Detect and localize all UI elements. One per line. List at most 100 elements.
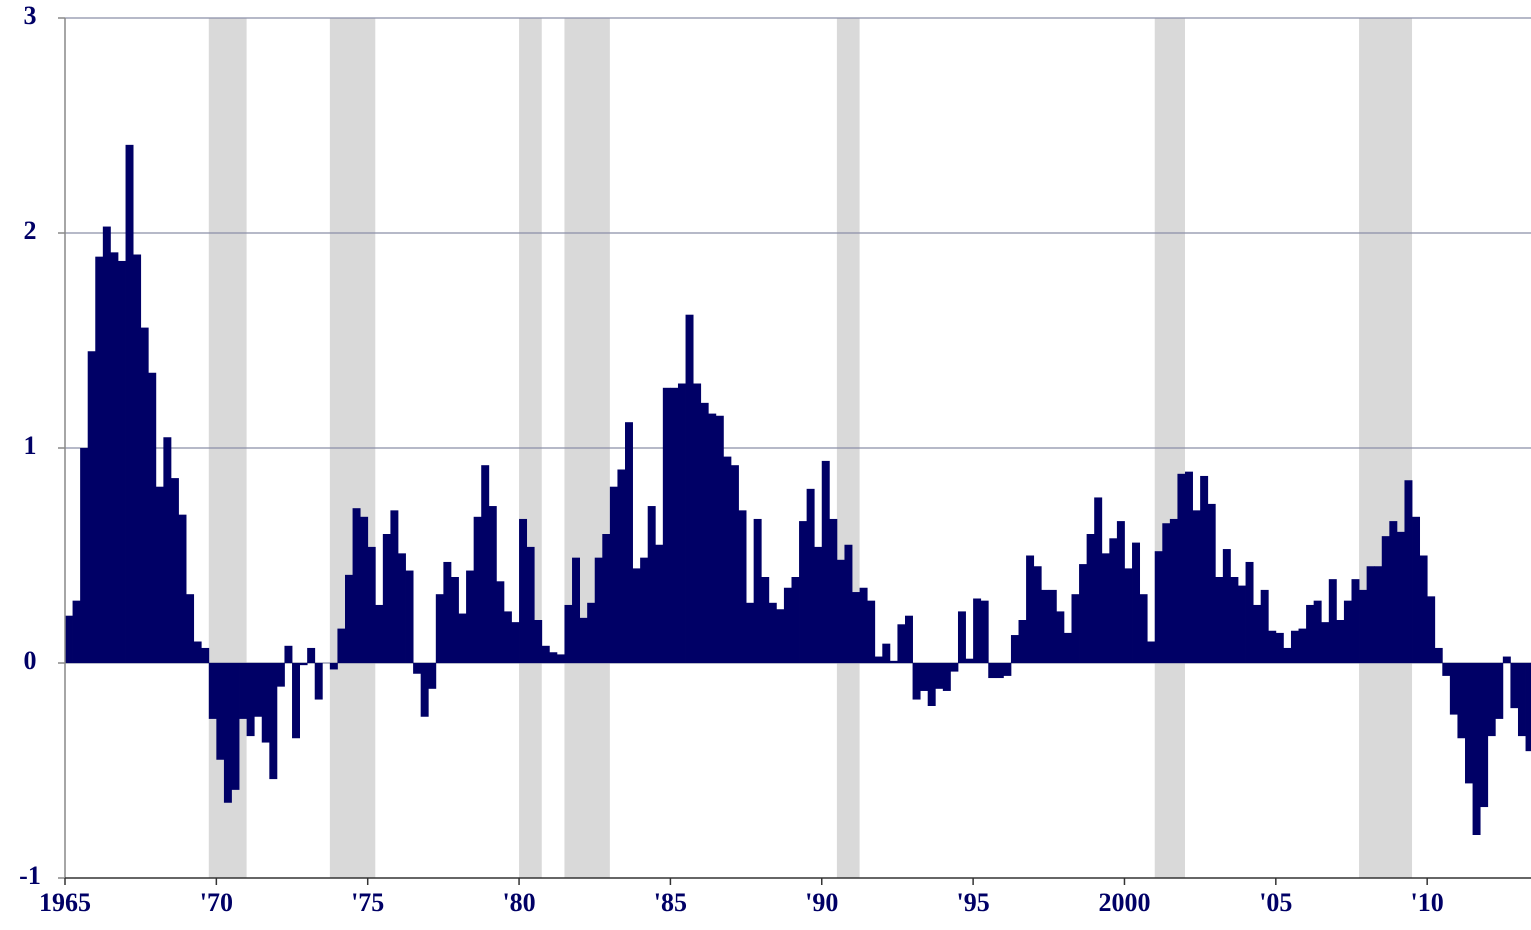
bar <box>836 559 845 663</box>
bar <box>587 602 596 663</box>
bar <box>1359 589 1368 663</box>
bar <box>390 510 399 663</box>
bar <box>1487 663 1496 737</box>
bar <box>662 387 671 663</box>
bar <box>276 663 285 687</box>
bar <box>450 577 459 663</box>
bar <box>935 663 944 689</box>
bar <box>269 663 278 780</box>
bar <box>1132 542 1141 663</box>
y-tick-label: 2 <box>24 216 37 245</box>
bar <box>1245 561 1254 663</box>
bar <box>1094 497 1103 663</box>
bar <box>488 506 497 663</box>
bar <box>435 594 444 663</box>
bar <box>72 600 81 663</box>
bar <box>345 574 353 663</box>
bar <box>1215 577 1224 663</box>
bar <box>519 518 528 663</box>
bar <box>995 663 1004 679</box>
bar <box>1366 566 1375 663</box>
bar <box>1465 663 1473 784</box>
bar <box>602 534 611 663</box>
bar <box>1177 473 1186 663</box>
bar <box>428 663 437 689</box>
bar <box>783 587 792 663</box>
bar <box>821 460 830 663</box>
bar <box>912 663 921 700</box>
x-tick-label: '75 <box>351 888 384 917</box>
bar <box>1026 555 1035 663</box>
x-tick-label: '10 <box>1411 888 1444 917</box>
bar <box>768 602 777 663</box>
bar <box>640 557 649 663</box>
bar <box>1124 568 1133 663</box>
x-tick-label: 2000 <box>1098 888 1150 917</box>
bar <box>443 561 452 663</box>
bar <box>655 544 664 663</box>
bar <box>1381 536 1390 663</box>
bar <box>1434 647 1443 663</box>
bar <box>1222 549 1231 663</box>
bar <box>799 521 808 663</box>
bar <box>1480 663 1489 808</box>
bar <box>458 613 467 663</box>
bar <box>496 581 505 663</box>
bar <box>806 488 815 663</box>
y-tick-label: 3 <box>24 1 37 30</box>
bar <box>80 448 89 663</box>
bar <box>1419 555 1428 663</box>
bar <box>617 469 626 663</box>
bar <box>776 609 785 663</box>
bar <box>889 660 898 663</box>
bar <box>95 256 104 663</box>
bar <box>1268 630 1277 663</box>
bar <box>405 570 414 663</box>
x-tick-label: '70 <box>200 888 233 917</box>
bar <box>110 252 119 663</box>
bar <box>1169 518 1178 663</box>
bar <box>730 465 739 663</box>
bar <box>1041 589 1050 663</box>
bar <box>632 568 641 663</box>
x-tick-label: '95 <box>956 888 989 917</box>
bar <box>511 622 520 663</box>
bar <box>1048 589 1057 663</box>
bar <box>186 594 195 663</box>
bar <box>1404 480 1413 663</box>
x-tick-label: 1965 <box>39 888 91 917</box>
bar <box>329 663 338 670</box>
bar <box>549 652 558 663</box>
bar <box>1502 656 1511 663</box>
bar <box>1237 585 1246 663</box>
bar <box>1412 516 1421 663</box>
x-tick-label: '85 <box>654 888 687 917</box>
bar <box>950 663 959 672</box>
bar <box>1283 647 1292 663</box>
bar <box>693 383 702 663</box>
bar <box>1313 600 1322 663</box>
bar <box>1510 663 1519 709</box>
bar <box>367 546 376 663</box>
bar <box>239 663 248 719</box>
y-tick-label: -1 <box>19 861 41 890</box>
bar <box>360 516 369 663</box>
bar <box>677 383 686 663</box>
bar <box>1079 564 1088 663</box>
bar <box>1207 503 1216 663</box>
bar <box>178 514 187 663</box>
bar <box>307 647 316 663</box>
bar <box>867 600 876 663</box>
bar <box>352 508 361 663</box>
bar <box>223 663 232 803</box>
bar <box>564 604 573 663</box>
bar <box>753 518 762 663</box>
bar <box>746 602 755 663</box>
bar <box>1154 551 1163 663</box>
bar <box>1290 630 1299 663</box>
bar <box>942 663 951 691</box>
bar <box>1321 622 1330 663</box>
bar <box>980 600 989 663</box>
bar <box>572 557 580 663</box>
